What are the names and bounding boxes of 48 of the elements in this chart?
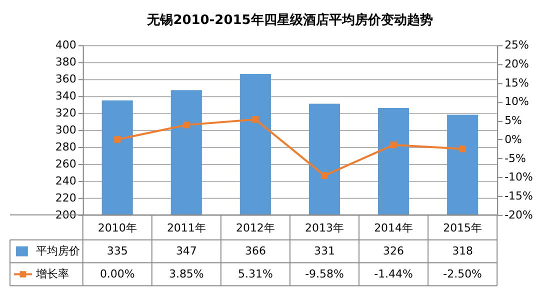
data-label: -1.44% (374, 267, 413, 280)
point (183, 122, 190, 128)
x-tick-label: 2010年 (98, 221, 137, 234)
y2-tick-label: -5% (504, 152, 526, 165)
y-tick-label: 220 (55, 191, 76, 204)
y2-tick-label: -20% (504, 208, 533, 222)
y2-tick-label: 25% (504, 38, 529, 52)
y-tick-label: 320 (55, 106, 76, 120)
point (459, 146, 466, 152)
point (252, 116, 259, 123)
point (390, 142, 397, 148)
legend-label: 增长率 (34, 267, 69, 280)
data-label: -9.58% (305, 267, 344, 280)
y2-tick-label: 10% (504, 95, 529, 108)
data-label: 5.31% (238, 267, 273, 280)
data-label: 331 (314, 244, 335, 258)
data-label: 366 (244, 244, 266, 258)
x-tick-label: 2011年 (166, 221, 206, 234)
y2-tick-label: 20% (504, 58, 529, 71)
data-label: 326 (383, 244, 404, 258)
y-tick-label: 380 (55, 56, 76, 69)
y2-tick-label: -15% (504, 190, 533, 203)
x-tick-label: 2013年 (305, 221, 344, 234)
data-label: 347 (176, 244, 197, 258)
y2-tick-label: 0% (504, 132, 522, 146)
y-tick-label: 300 (55, 124, 76, 137)
data-label: 335 (106, 244, 128, 258)
x-tick-label: 2015年 (443, 221, 482, 234)
y-tick-label: 280 (55, 140, 76, 154)
data-label: 3.85% (168, 267, 204, 280)
data-label: 0.00% (100, 267, 135, 280)
y-tick-label: 260 (55, 157, 76, 170)
data-label: -2.50% (443, 267, 482, 280)
y2-tick-label: 5% (504, 114, 522, 128)
y-tick-label: 200 (55, 208, 76, 222)
y2-tick-label: 15% (504, 76, 529, 90)
y2-tick-label: -10% (504, 170, 533, 184)
y-tick-label: 240 (55, 174, 76, 188)
data-label: 318 (452, 244, 474, 258)
legend-label: 平均房价 (36, 244, 80, 258)
y-tick-label: 360 (55, 72, 76, 86)
point (321, 172, 328, 179)
y-tick-label: 400 (55, 38, 76, 52)
chart-title: 无锡2010-2015年四星级酒店平均房价变动趋势 (146, 12, 433, 28)
x-tick-label: 2012年 (236, 221, 275, 234)
x-tick-label: 2014年 (374, 221, 413, 234)
y-tick-label: 340 (55, 90, 76, 103)
point (114, 136, 121, 143)
